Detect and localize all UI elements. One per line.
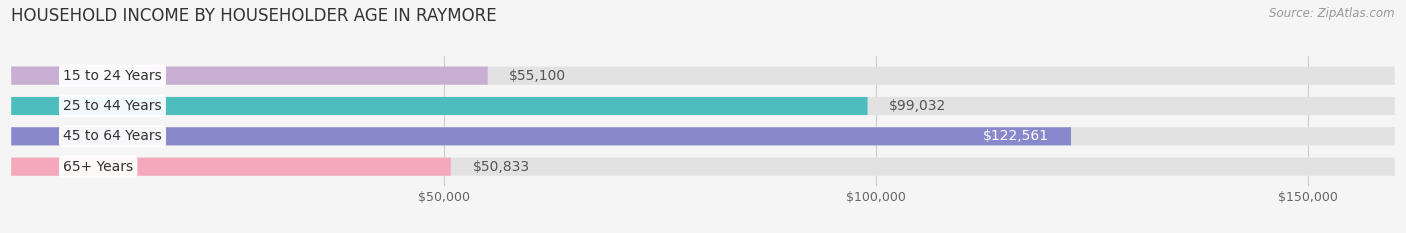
FancyBboxPatch shape	[11, 97, 868, 115]
FancyBboxPatch shape	[11, 158, 1395, 176]
Text: Source: ZipAtlas.com: Source: ZipAtlas.com	[1270, 7, 1395, 20]
FancyBboxPatch shape	[11, 127, 1395, 145]
Text: $50,833: $50,833	[472, 160, 530, 174]
FancyBboxPatch shape	[11, 127, 1071, 145]
FancyBboxPatch shape	[11, 97, 1395, 115]
Text: HOUSEHOLD INCOME BY HOUSEHOLDER AGE IN RAYMORE: HOUSEHOLD INCOME BY HOUSEHOLDER AGE IN R…	[11, 7, 496, 25]
FancyBboxPatch shape	[11, 67, 1395, 85]
Text: $55,100: $55,100	[509, 69, 567, 83]
FancyBboxPatch shape	[11, 158, 451, 176]
Text: 45 to 64 Years: 45 to 64 Years	[63, 129, 162, 143]
FancyBboxPatch shape	[11, 67, 488, 85]
Text: 65+ Years: 65+ Years	[63, 160, 134, 174]
Text: 15 to 24 Years: 15 to 24 Years	[63, 69, 162, 83]
Text: $99,032: $99,032	[889, 99, 946, 113]
Text: $122,561: $122,561	[983, 129, 1049, 143]
Text: 25 to 44 Years: 25 to 44 Years	[63, 99, 162, 113]
